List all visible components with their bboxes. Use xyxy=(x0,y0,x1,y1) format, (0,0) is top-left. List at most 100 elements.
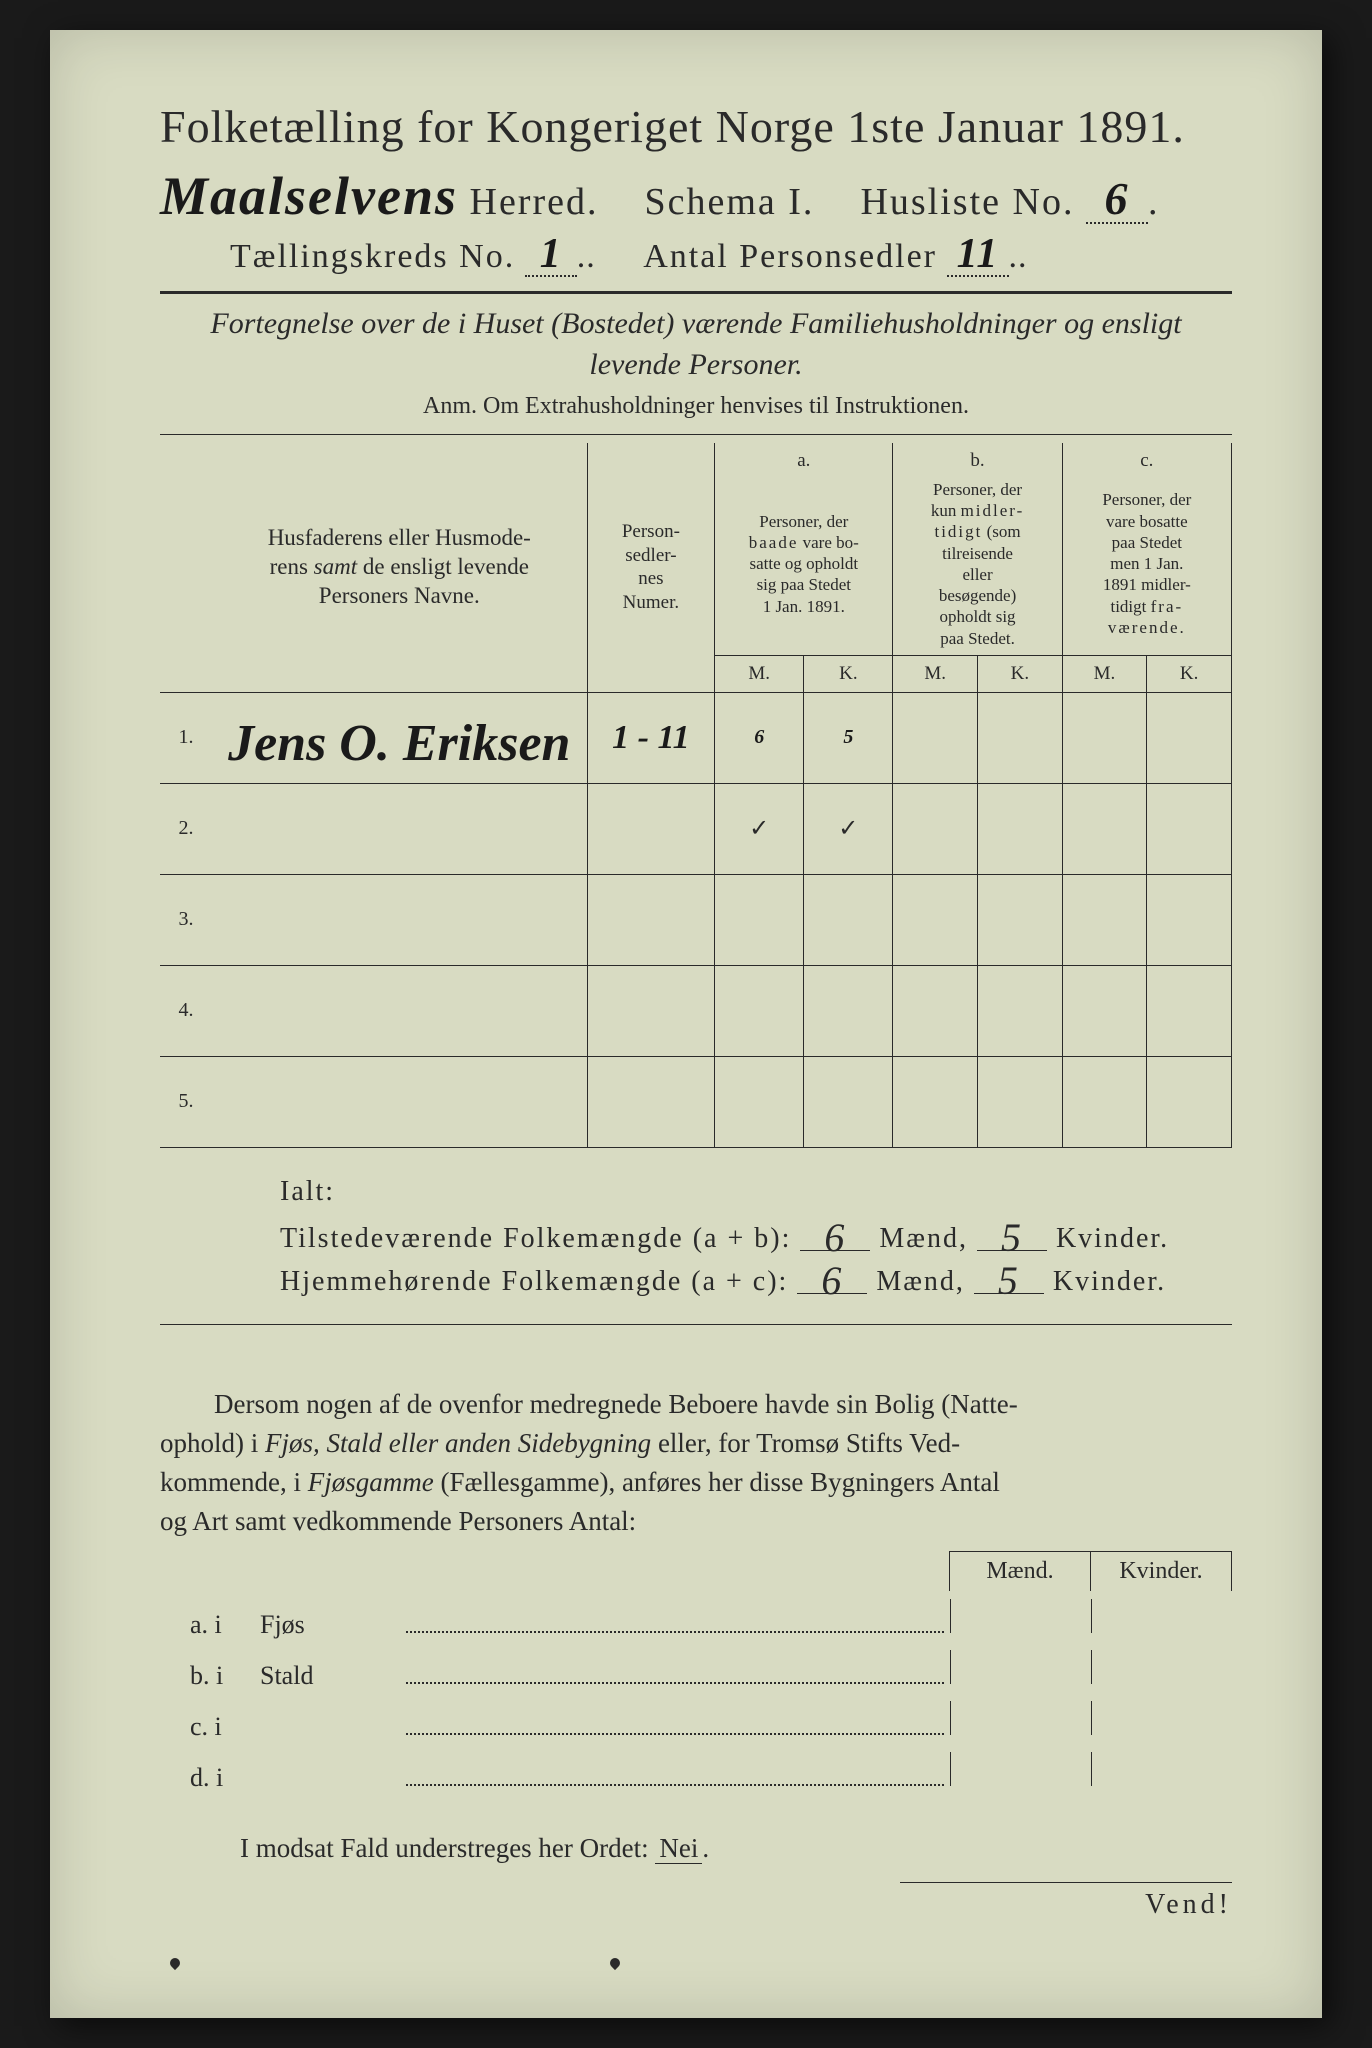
a-k-cell xyxy=(804,1056,893,1147)
subtitle-l1: Fortegnelse over de i Huset (Bostedet) v… xyxy=(210,307,1181,340)
sedler-cell xyxy=(587,874,715,965)
kreds-label: Tællingskreds No. xyxy=(230,238,515,275)
row-number: 3. xyxy=(160,874,212,965)
mk-subheader: Mænd. Kvinder. xyxy=(160,1551,1232,1591)
col-b-k: K. xyxy=(978,655,1063,692)
b-m-cell xyxy=(893,1056,978,1147)
ialt-label: Ialt: xyxy=(280,1176,1232,1208)
col-c-desc: Personer, dervare bosattepaa Stedetmen 1… xyxy=(1062,473,1231,656)
husliste-no: 6 xyxy=(1086,176,1148,224)
row-c: c. i xyxy=(160,1701,1232,1742)
col-c-m: M. xyxy=(1062,655,1147,692)
b-m-cell xyxy=(893,874,978,965)
b-k-cell xyxy=(978,965,1063,1056)
row-number: 1. xyxy=(160,692,212,783)
name-cell xyxy=(212,1056,587,1147)
row-number: 4. xyxy=(160,965,212,1056)
c-k-cell xyxy=(1147,965,1232,1056)
a-k-cell: ✓ xyxy=(804,783,893,874)
col-name: Husfaderens eller Husmode-rens samt de e… xyxy=(212,443,587,692)
summary-line-1: Tilstedeværende Folkemængde (a + b): 6 M… xyxy=(280,1222,1232,1255)
c-k-cell xyxy=(1147,1056,1232,1147)
c-m-cell xyxy=(1062,874,1147,965)
divider xyxy=(160,291,1232,294)
b-m-cell xyxy=(893,965,978,1056)
herred-handwritten: Maalselvens xyxy=(160,166,458,226)
b-k-cell xyxy=(978,783,1063,874)
c-k-cell xyxy=(1147,783,1232,874)
divider xyxy=(160,434,1232,435)
maend-label: Mænd, xyxy=(879,1223,968,1254)
summary-l1-label: Tilstedeværende Folkemængde (a + b): xyxy=(280,1223,791,1254)
name-cell xyxy=(212,874,587,965)
kvinder-label: Kvinder. xyxy=(1056,1223,1169,1254)
subtitle-l2: levende Personer. xyxy=(589,348,802,381)
row-a: a. i Fjøs xyxy=(160,1599,1232,1640)
a-m-cell: ✓ xyxy=(715,783,804,874)
summary-l1-k: 5 xyxy=(977,1226,1047,1251)
b-m-cell xyxy=(893,692,978,783)
col-b-desc: Personer, derkun midler-tidigt (somtilre… xyxy=(893,473,1062,656)
row-number: 5. xyxy=(160,1056,212,1147)
herred-label: Herred. xyxy=(470,181,599,223)
summary-l2-k: 5 xyxy=(974,1269,1044,1294)
table-row: 4. xyxy=(160,965,1232,1056)
a-m-cell: 6 xyxy=(715,692,804,783)
col-a-head: a. xyxy=(715,443,893,473)
census-form-page: Folketælling for Kongeriget Norge 1ste J… xyxy=(50,30,1322,2018)
col-a-desc: Personer, derbaade vare bo-satte og opho… xyxy=(715,473,893,656)
a-k-cell: 5 xyxy=(804,692,893,783)
vend-label: Vend! xyxy=(900,1882,1232,1921)
household-table: Husfaderens eller Husmode-rens samt de e… xyxy=(160,443,1232,1148)
table-row: 2.✓✓ xyxy=(160,783,1232,874)
summary-l1-m: 6 xyxy=(800,1226,870,1251)
name-cell: Jens O. Eriksen xyxy=(212,692,587,783)
anm-note: Anm. Om Extrahusholdninger henvises til … xyxy=(160,393,1232,420)
c-k-cell xyxy=(1147,692,1232,783)
ink-mark xyxy=(608,1956,622,1970)
ink-mark xyxy=(168,1956,182,1970)
col-sedler: Person-sedler-nesNumer. xyxy=(587,443,715,692)
maend-col: Mænd. xyxy=(949,1551,1090,1591)
maend-label: Mænd, xyxy=(876,1266,965,1297)
b-k-cell xyxy=(978,1056,1063,1147)
a-m-cell xyxy=(715,874,804,965)
b-k-cell xyxy=(978,874,1063,965)
row-d: d. i xyxy=(160,1752,1232,1793)
header-line-kreds: Tællingskreds No. 1.. Antal Personsedler… xyxy=(160,233,1232,277)
a-k-cell xyxy=(804,965,893,1056)
b-k-cell xyxy=(978,692,1063,783)
c-m-cell xyxy=(1062,783,1147,874)
sedler-cell xyxy=(587,783,715,874)
name-cell xyxy=(212,783,587,874)
table-row: 3. xyxy=(160,874,1232,965)
table-row: 5. xyxy=(160,1056,1232,1147)
kvinder-col: Kvinder. xyxy=(1090,1551,1232,1591)
a-m-cell xyxy=(715,965,804,1056)
kreds-no: 1 xyxy=(525,233,577,277)
modsat-line: I modsat Fald understreges her Ordet: Ne… xyxy=(240,1833,1232,1864)
sedler-cell xyxy=(587,965,715,1056)
summary-line-2: Hjemmehørende Folkemængde (a + c): 6 Mæn… xyxy=(280,1265,1232,1298)
schema-label: Schema I. xyxy=(644,181,814,223)
col-a-m: M. xyxy=(715,655,804,692)
antal-label: Antal Personsedler xyxy=(643,238,937,275)
divider xyxy=(160,1324,1232,1325)
col-c-k: K. xyxy=(1147,655,1232,692)
a-k-cell xyxy=(804,874,893,965)
a-m-cell xyxy=(715,1056,804,1147)
husliste-label: Husliste No. xyxy=(860,181,1074,223)
c-k-cell xyxy=(1147,874,1232,965)
b-m-cell xyxy=(893,783,978,874)
c-m-cell xyxy=(1062,692,1147,783)
sedler-cell xyxy=(587,1056,715,1147)
summary-l2-m: 6 xyxy=(797,1269,867,1294)
page-title: Folketælling for Kongeriget Norge 1ste J… xyxy=(160,100,1232,153)
summary-l2-label: Hjemmehørende Folkemængde (a + c): xyxy=(280,1266,788,1297)
row-b: b. i Stald xyxy=(160,1650,1232,1691)
col-b-m: M. xyxy=(893,655,978,692)
building-list: a. i Fjøs b. i Stald c. i d. i xyxy=(160,1599,1232,1793)
col-c-head: c. xyxy=(1062,443,1231,473)
name-cell xyxy=(212,965,587,1056)
header-line-herred: Maalselvens Herred. Schema I. Husliste N… xyxy=(160,165,1232,227)
